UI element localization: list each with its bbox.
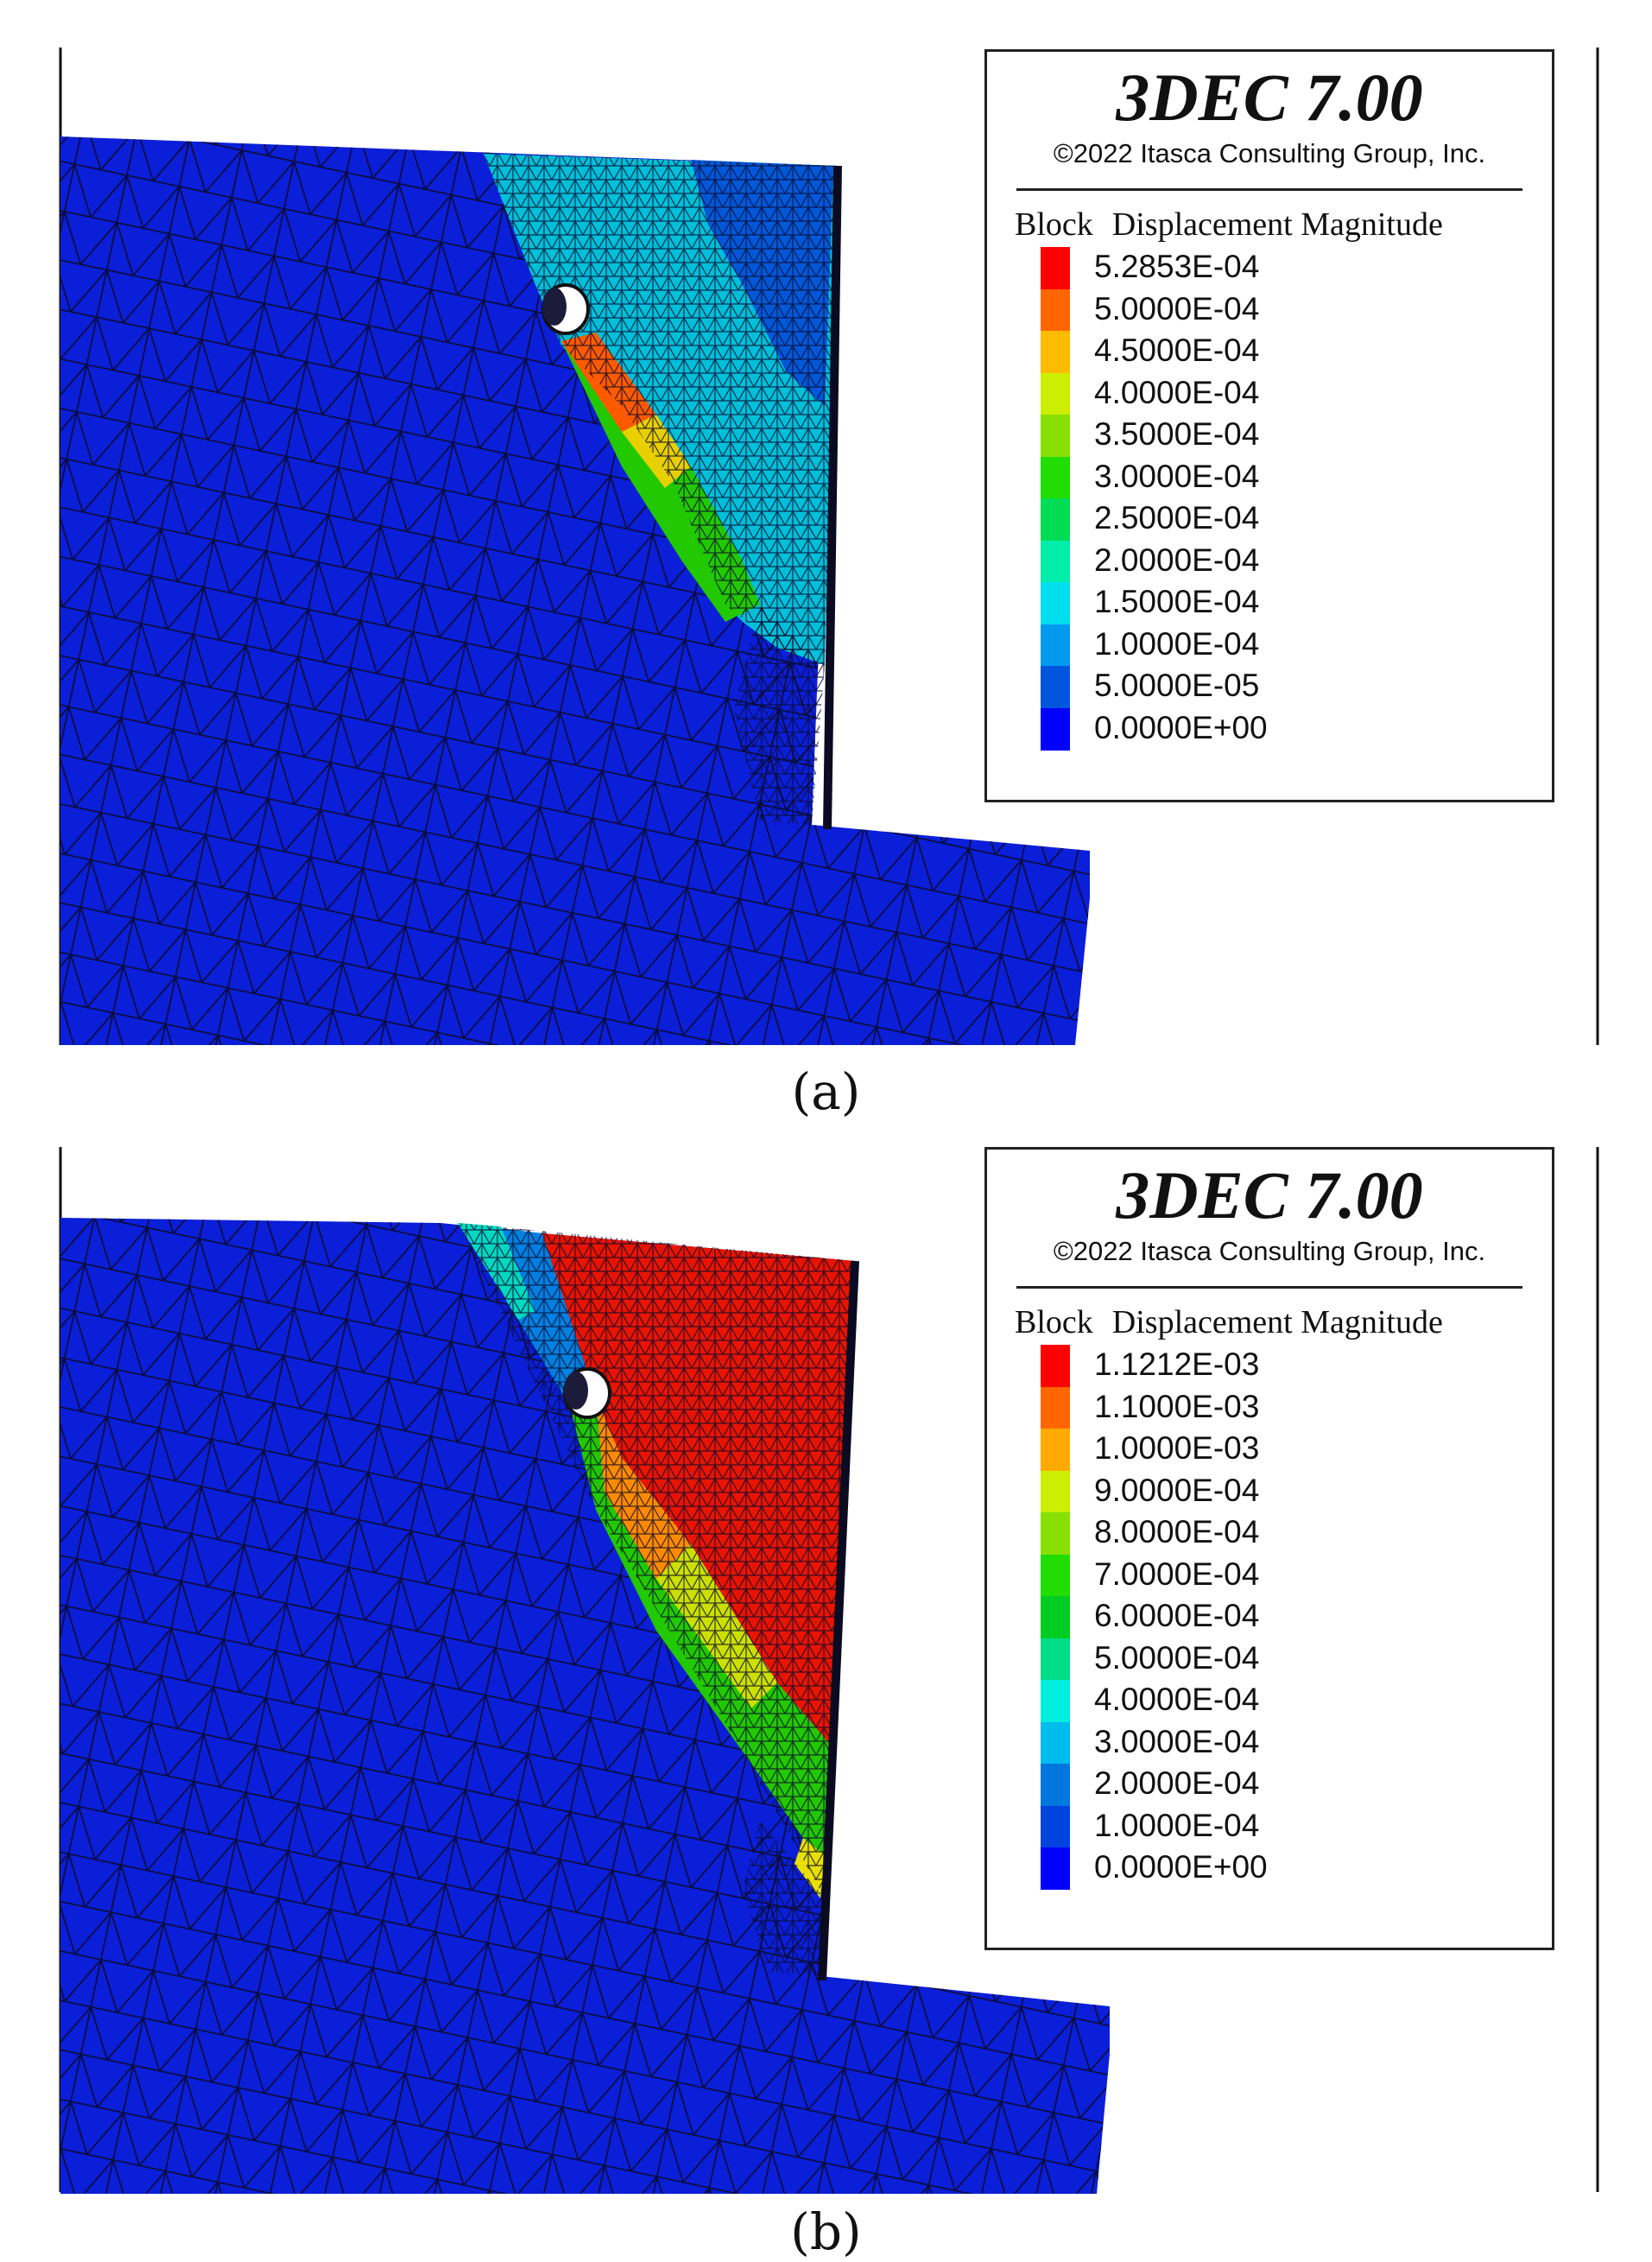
legend-item-label: 1.5000E-04: [1094, 584, 1260, 619]
legend-item-label: 2.0000E-04: [1094, 542, 1260, 578]
legend-copyright: ©2022 Itasca Consulting Group, Inc.: [1053, 138, 1486, 168]
legend-swatch: [1041, 540, 1070, 583]
legend-swatch: [1041, 1847, 1070, 1890]
legend-variable: Block Displacement Magnitude: [1015, 206, 1443, 244]
legend-variable: Block Displacement Magnitude: [1015, 1303, 1443, 1341]
legend-swatch: [1041, 1680, 1070, 1722]
caption-b: (b): [790, 2202, 862, 2261]
legend-swatch: [1041, 1512, 1070, 1555]
legend-item-label: 1.0000E-04: [1094, 1807, 1260, 1843]
legend-swatch: [1041, 666, 1070, 708]
legend-swatch: [1041, 372, 1070, 415]
legend-item-label: 1.1212E-03: [1094, 1346, 1260, 1382]
legend-item-label: 9.0000E-04: [1094, 1472, 1260, 1508]
legend-title: 3DEC 7.00: [1116, 60, 1423, 135]
legend-swatch: [1041, 415, 1070, 457]
legend-swatch: [1041, 707, 1070, 751]
legend-swatch: [1041, 456, 1070, 499]
legend-item-label: 1.1000E-03: [1094, 1388, 1260, 1424]
legend-item-label: 7.0000E-04: [1094, 1556, 1260, 1592]
legend-swatch: [1041, 1554, 1070, 1597]
legend-swatch: [1041, 498, 1070, 541]
legend-b: 3DEC 7.00 ©2022 Itasca Consulting Group,…: [984, 1147, 1554, 1950]
legend-swatch: [1041, 331, 1070, 373]
legend-swatch: [1041, 247, 1070, 289]
legend-variable-name: Displacement Magnitude: [1111, 1304, 1443, 1340]
legend-item-label: 3.5000E-04: [1094, 416, 1260, 452]
legend-item-label: 1.0000E-04: [1094, 625, 1260, 662]
model-view-b: [59, 1147, 1599, 2194]
legend-title: 3DEC 7.00: [1116, 1157, 1423, 1232]
legend-item-label: 2.0000E-04: [1094, 1765, 1260, 1801]
legend-item-label: 1.0000E-03: [1094, 1430, 1260, 1466]
legend-swatch: [1041, 1764, 1070, 1806]
legend-item-label: 5.0000E-04: [1094, 290, 1260, 326]
legend-swatch: [1041, 1638, 1070, 1681]
legend-swatch: [1041, 1470, 1070, 1513]
legend-divider: [1016, 1286, 1522, 1289]
legend-variable-block: Block: [1015, 1304, 1093, 1340]
legend-swatch: [1041, 582, 1070, 624]
legend-item-label: 3.0000E-04: [1094, 458, 1260, 494]
legend-variable-name: Displacement Magnitude: [1111, 206, 1443, 243]
legend-swatch: [1041, 1805, 1070, 1848]
legend-a: 3DEC 7.00 ©2022 Itasca Consulting Group,…: [984, 49, 1554, 802]
legend-item-label: 5.0000E-04: [1094, 1639, 1260, 1676]
legend-item-label: 3.0000E-04: [1094, 1723, 1260, 1759]
legend-swatch: [1041, 288, 1070, 332]
legend-item-label: 4.0000E-04: [1094, 1682, 1260, 1717]
legend-swatch: [1041, 1721, 1070, 1765]
legend-copyright: ©2022 Itasca Consulting Group, Inc.: [1053, 1236, 1486, 1266]
legend-swatch: [1041, 624, 1070, 667]
legend-divider: [1016, 188, 1522, 191]
legend-swatch: [1041, 1345, 1070, 1387]
panel-b: 3DEC 7.00 ©2022 Itasca Consulting Group,…: [0, 1147, 1652, 2261]
legend-variable-block: Block: [1015, 206, 1093, 243]
legend-item-label: 6.0000E-04: [1094, 1598, 1260, 1633]
legend-item-label: 2.5000E-04: [1094, 500, 1260, 535]
legend-item-label: 5.0000E-05: [1094, 668, 1260, 703]
panel-a: 3DEC 7.00 ©2022 Itasca Consulting Group,…: [0, 0, 1652, 1121]
legend-item-label: 4.5000E-04: [1094, 333, 1260, 368]
legend-item-label: 0.0000E+00: [1094, 709, 1268, 745]
caption-a: (a): [791, 1062, 861, 1121]
model-view-a: [59, 48, 1599, 1045]
legend-item-label: 4.0000E-04: [1094, 374, 1260, 410]
legend-item-label: 5.2853E-04: [1094, 249, 1260, 284]
legend-item-label: 8.0000E-04: [1094, 1514, 1260, 1549]
legend-item-label: 0.0000E+00: [1094, 1849, 1268, 1885]
legend-swatch: [1041, 1429, 1070, 1471]
legend-swatch: [1041, 1596, 1070, 1638]
legend-swatch: [1041, 1386, 1070, 1429]
